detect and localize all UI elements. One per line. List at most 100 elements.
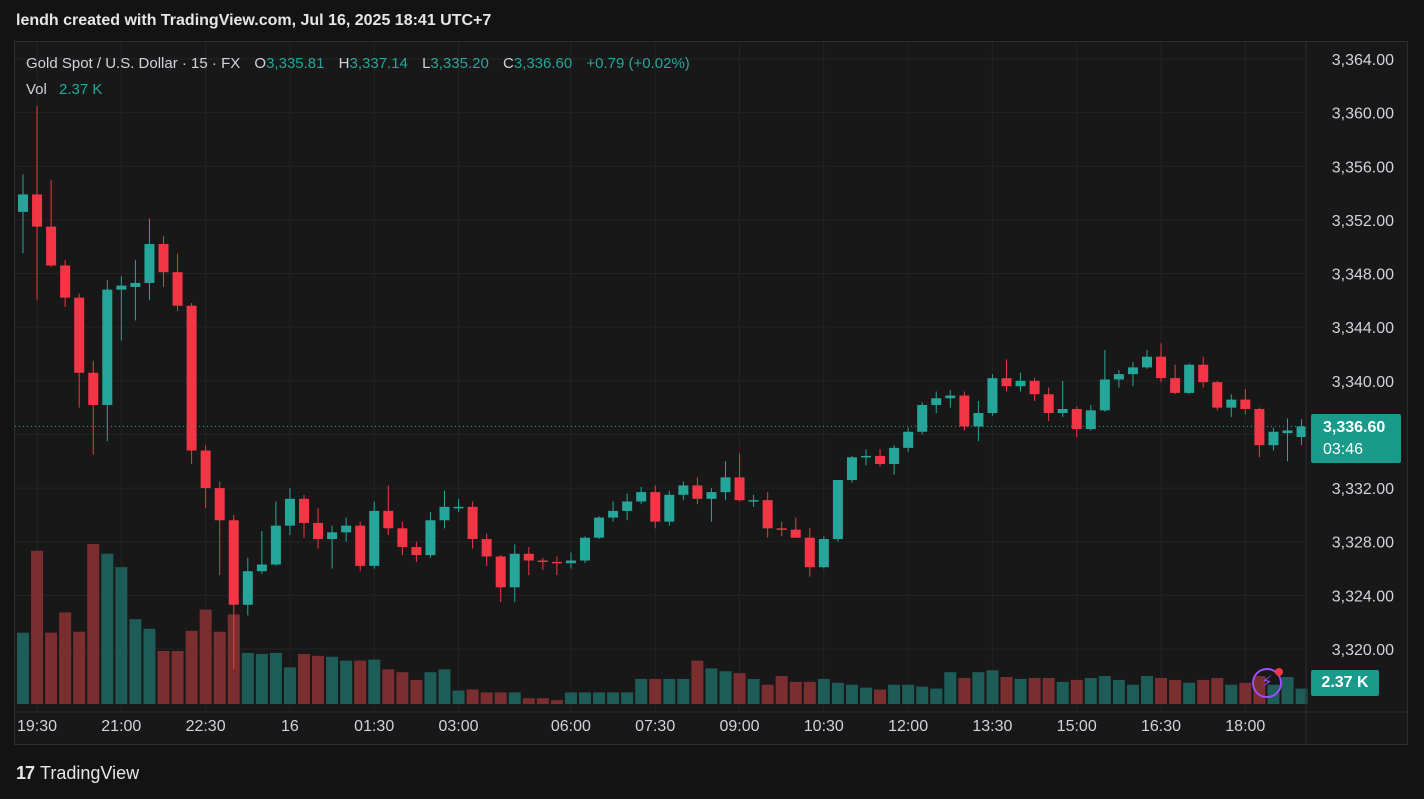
candle-body [945, 395, 956, 399]
candle-body [228, 520, 239, 605]
volume-bar [255, 653, 268, 704]
y-tick-label: 3,360.00 [1332, 106, 1394, 123]
candle-body [818, 539, 829, 568]
axis-layer: 3,364.00 3,360.00 3,356.00 3,352.00 3,348.00… [15, 42, 1407, 744]
volume-bar [1141, 676, 1153, 704]
x-tick-label: 10:30 [804, 718, 844, 735]
candle-body [453, 506, 464, 509]
tradingview-brand[interactable]: 17 TradingView [16, 763, 139, 784]
candle-body [1071, 408, 1082, 430]
volume-bar [87, 544, 100, 704]
volume-bar [1169, 679, 1182, 704]
open-value: 3,335.81 [266, 55, 325, 72]
candle-body [636, 492, 647, 502]
candle-body [1057, 408, 1068, 413]
candle-body [270, 525, 281, 565]
candle-body [523, 553, 534, 561]
volume-bar [1211, 677, 1224, 704]
volume-bar [930, 688, 943, 704]
candle-body [88, 372, 99, 405]
volume-bar [73, 631, 86, 704]
volume-bar [171, 650, 184, 704]
x-tick-label: 15:00 [1057, 718, 1097, 735]
candle-body [130, 282, 141, 287]
last-volume-badge: 2.37 K [1311, 670, 1379, 696]
volume-bar [157, 650, 170, 704]
volume-bar [129, 619, 142, 704]
y-tick-label: 3,332.00 [1332, 481, 1394, 498]
grid-layer [15, 42, 1306, 712]
candle-body [102, 289, 113, 405]
volume-bar [1281, 677, 1294, 704]
volume-bar [1056, 681, 1069, 704]
x-tick-label: 16:30 [1141, 718, 1181, 735]
volume-bar [241, 652, 254, 704]
candle-body [903, 431, 914, 448]
candle-body [1198, 364, 1209, 383]
candle-body [355, 525, 366, 566]
volume-bar [185, 630, 198, 704]
candle-body [804, 537, 815, 568]
close-value: 3,336.60 [513, 55, 573, 72]
x-tick-label: 19:30 [17, 718, 57, 735]
volume-bar [1084, 677, 1097, 704]
volume-bar [649, 678, 662, 704]
volume-bar [480, 692, 493, 704]
candle-body [664, 494, 675, 522]
x-tick-label: 01:30 [354, 718, 394, 735]
volume-bar [916, 686, 929, 704]
volume-bar [1000, 677, 1013, 704]
volume-bar [691, 660, 704, 704]
chart-frame[interactable] [14, 41, 1408, 745]
candle-body [608, 510, 619, 518]
volume-bar [986, 670, 999, 704]
volume-bar [705, 668, 718, 704]
candle-body [284, 498, 295, 526]
candle-body [481, 539, 492, 557]
volume-bar [972, 672, 985, 704]
candle-body [327, 532, 338, 540]
candle-body [889, 447, 900, 464]
candle-body [1085, 410, 1096, 430]
volume-bar [283, 667, 296, 704]
volume-label[interactable]: Vol [26, 81, 47, 98]
x-tick-label: 16 [281, 718, 299, 735]
candle-body [720, 477, 731, 493]
last-price-value: 3,336.60 [1323, 419, 1386, 436]
candle-body [565, 560, 576, 564]
volume-bar [1295, 688, 1308, 704]
candle-body [299, 498, 309, 523]
volume-bar [536, 698, 549, 704]
x-tick-label: 21:00 [101, 718, 141, 735]
lightning-icon[interactable]: ⚡ [1252, 668, 1282, 698]
volume-bar [452, 690, 465, 704]
candle-body [411, 547, 422, 556]
candle-body [1282, 430, 1293, 434]
high-value: 3,337.14 [349, 55, 408, 72]
volume-bar [1155, 677, 1168, 704]
volume-bar [101, 553, 114, 704]
volume-bar [817, 678, 830, 704]
candle-body [313, 522, 324, 540]
candle-body [158, 244, 169, 273]
volume-bar [17, 632, 29, 704]
volume-bar [410, 679, 423, 704]
volume-bar [424, 672, 437, 704]
volume-bar [115, 567, 128, 704]
symbol-title[interactable]: Gold Spot / U.S. Dollar · 15 · FX [26, 55, 241, 72]
volume-bar [1239, 682, 1252, 704]
candle-body [959, 395, 970, 427]
candle-body [1113, 374, 1124, 380]
x-tick-label: 06:00 [551, 718, 591, 735]
volume-bar [902, 684, 915, 704]
volume-bar [312, 655, 325, 704]
volume-bar [508, 692, 521, 704]
volume-bar [579, 692, 591, 704]
candle-layer [18, 105, 1307, 670]
volume-bar [438, 669, 451, 704]
candle-body [622, 501, 633, 511]
volume-bar [326, 656, 339, 704]
volume-bar [1028, 677, 1041, 704]
candle-body [116, 285, 127, 290]
